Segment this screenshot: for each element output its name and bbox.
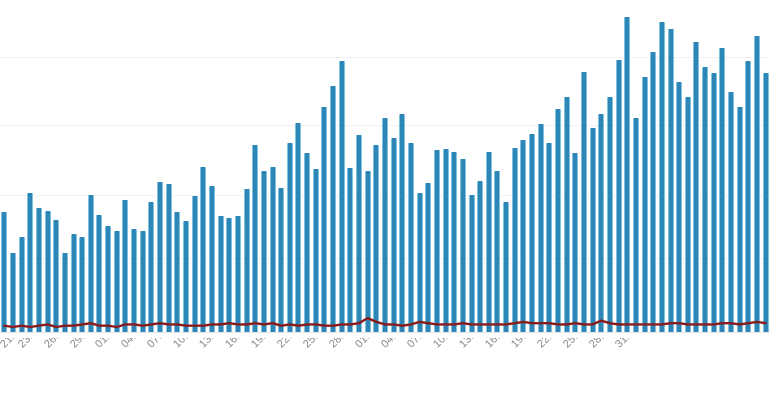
bar[interactable] [382,117,388,332]
bar[interactable] [1,212,8,332]
bar[interactable] [468,194,475,332]
gridline-0 [0,57,770,58]
bar[interactable] [632,117,639,332]
bar[interactable] [736,107,743,332]
bar[interactable] [537,123,544,332]
bar[interactable] [676,82,683,332]
bar[interactable] [754,35,761,332]
bar[interactable] [356,135,363,332]
bar[interactable] [589,127,596,332]
bar[interactable] [416,193,423,332]
bar[interactable] [745,60,752,332]
bar[interactable] [658,21,665,332]
bar[interactable] [520,140,527,332]
x-tick-label: 31.07.2020 [613,338,661,350]
bar[interactable] [728,92,735,332]
bar[interactable] [347,168,354,332]
bar[interactable] [304,152,311,332]
bar[interactable] [459,159,466,332]
bar[interactable] [148,202,155,332]
bar[interactable] [200,166,207,332]
bar[interactable] [606,97,613,332]
bar[interactable] [61,252,68,332]
bar[interactable] [563,97,570,332]
bar[interactable] [321,107,328,332]
bar[interactable] [9,252,16,332]
bar[interactable] [580,72,587,332]
bar[interactable] [407,142,414,332]
bar[interactable] [364,170,371,332]
bar[interactable] [191,195,198,332]
bar[interactable] [105,226,112,332]
bar[interactable] [693,41,700,332]
bar[interactable] [131,228,138,332]
bar[interactable] [183,221,189,332]
bar-series [1,16,769,332]
bar[interactable] [295,122,302,332]
bar[interactable] [390,137,397,332]
bar[interactable] [684,97,691,332]
bar[interactable] [511,147,518,332]
bar[interactable] [555,108,562,332]
bar[interactable] [615,59,622,332]
bar[interactable] [208,185,215,332]
bar[interactable] [338,60,345,332]
bar[interactable] [18,237,25,332]
bar[interactable] [278,188,285,332]
bar[interactable] [286,142,293,332]
bar[interactable] [667,29,674,332]
bar[interactable] [373,145,380,332]
bar[interactable] [243,189,250,332]
bar[interactable] [529,133,536,332]
bar[interactable] [96,214,103,332]
bar[interactable] [451,151,458,332]
x-axis-line [0,332,770,333]
bar[interactable] [139,231,146,332]
bar[interactable] [546,142,553,332]
bar[interactable] [165,184,172,332]
bar[interactable] [572,152,579,332]
bar[interactable] [157,181,164,332]
bar[interactable] [79,237,86,332]
bar[interactable] [494,170,501,332]
bar[interactable] [226,218,233,332]
bar[interactable] [477,180,484,332]
bar[interactable] [710,73,717,332]
bar[interactable] [598,113,605,332]
bar[interactable] [113,231,120,332]
bar[interactable] [624,16,631,332]
bar[interactable] [122,199,129,332]
x-axis-tick-labels: 21.05.202023.05.202026.05.202029.05.2020… [0,338,770,413]
bar[interactable] [330,86,337,332]
bar[interactable] [485,151,492,332]
bar[interactable] [53,219,60,332]
bar[interactable] [442,149,449,332]
bar[interactable] [260,170,267,332]
plot-area [0,16,770,333]
bar[interactable] [425,183,432,332]
bar[interactable] [650,51,657,332]
bar[interactable] [641,77,648,332]
bar[interactable] [399,113,406,332]
bar[interactable] [252,145,259,332]
bar[interactable] [87,194,94,332]
bar[interactable] [44,210,51,332]
bar[interactable] [269,166,276,332]
bar[interactable] [762,73,769,332]
bar[interactable] [217,215,224,332]
bar[interactable] [433,150,440,332]
bar[interactable] [234,215,241,332]
bar[interactable] [702,67,709,332]
bar[interactable] [70,233,77,332]
bar[interactable] [35,208,42,332]
bar[interactable] [312,169,319,332]
bar[interactable] [27,193,34,332]
bar[interactable] [174,212,181,332]
bar[interactable] [503,202,510,332]
bar[interactable] [719,48,726,332]
